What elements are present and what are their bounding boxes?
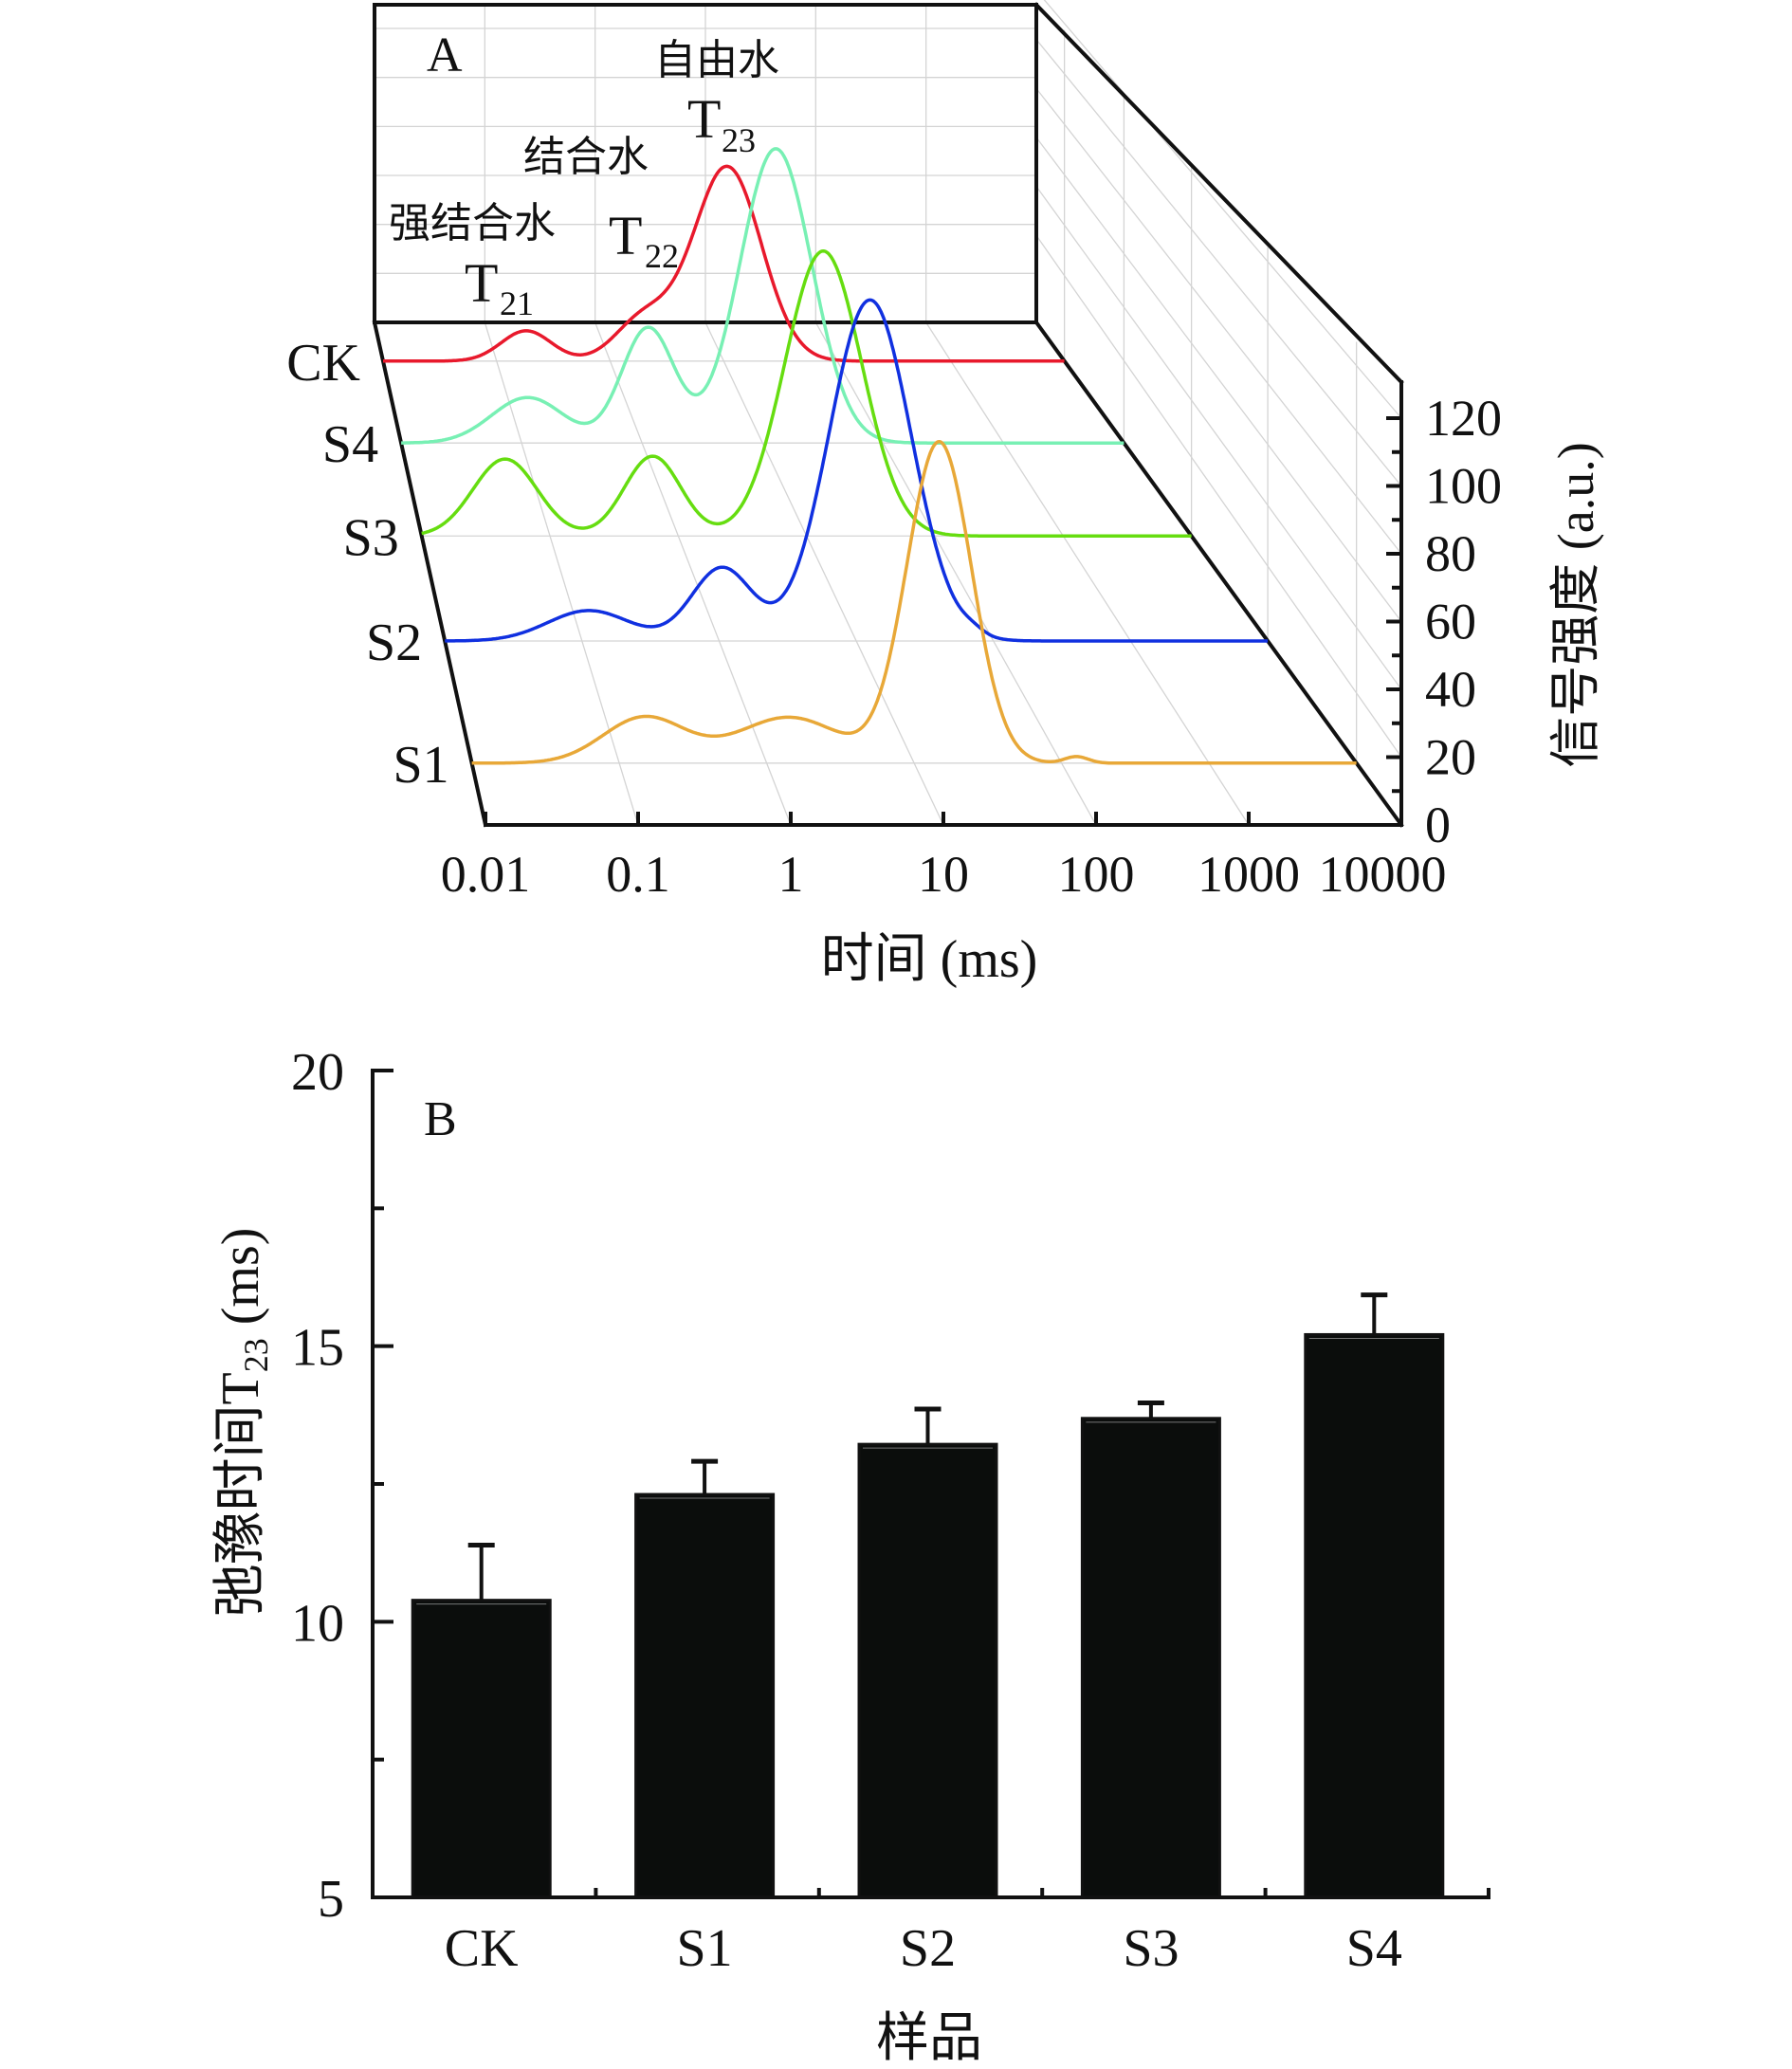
b-ylabel-unit: (ms) — [211, 1228, 270, 1339]
annotation-free-water: 自由水 T 23 — [654, 37, 779, 159]
a-side-grid — [1035, 186, 1402, 690]
annotation-t23-sub: 23 — [722, 121, 756, 159]
a-curves — [382, 147, 1357, 765]
a-zlabel: 信号强度 (a.u.) — [1547, 442, 1604, 767]
annotation-bound-water-text: 结合水 — [523, 134, 649, 180]
a-floor-grid — [594, 321, 792, 826]
b-bar-s4 — [1304, 1332, 1445, 1899]
a-z-tick-label: 100 — [1425, 458, 1502, 515]
b-bar-s2 — [857, 1442, 998, 1899]
a-frame — [372, 2, 1404, 828]
a-depth-axis-left — [372, 320, 488, 828]
a-series-label-ck: CK — [286, 334, 360, 393]
a-side-grid — [1035, 137, 1402, 622]
b-x-tick-label: CK — [445, 1919, 519, 1978]
a-series-s3 — [421, 249, 1193, 539]
a-x-tick-label: 10 — [918, 846, 969, 903]
a-gridlines — [375, 0, 1402, 826]
annotation-bound-water: 结合水 T 22 — [523, 134, 679, 275]
a-series-label-s3: S3 — [343, 508, 399, 567]
b-bar-s3 — [1080, 1417, 1221, 1899]
a-x-tick-label: 1000 — [1198, 846, 1300, 903]
a-z-tick-label: 0 — [1425, 796, 1451, 853]
a-z-tick-label: 120 — [1425, 390, 1502, 447]
panel-b-bar-chart: CK S1 S2 S3 S4 5 10 15 20 B 样品 弛豫时间T23 (ms) — [211, 1043, 1490, 2068]
b-y-tick-label: 20 — [291, 1043, 344, 1102]
b-xlabel: 样品 — [876, 2009, 982, 2068]
b-tick-labels: CK S1 S2 S3 S4 5 10 15 20 — [291, 1043, 1402, 1978]
annotation-free-water-text: 自由水 — [654, 37, 779, 83]
a-side-grid — [1035, 39, 1402, 486]
b-bar-s1 — [634, 1492, 776, 1899]
b-bar-ck — [411, 1599, 552, 1899]
a-x-tick-label: 1 — [778, 846, 804, 903]
b-axes — [371, 1069, 1490, 1899]
a-side-grid — [1035, 234, 1402, 758]
annotation-t23-main: T — [687, 88, 721, 150]
panel-b-label: B — [424, 1092, 457, 1146]
a-floor-grid — [484, 321, 639, 826]
a-series-label-s4: S4 — [322, 415, 378, 474]
a-series-label-s2: S2 — [366, 613, 422, 672]
a-floor-grid — [704, 321, 944, 826]
a-depth-axis-right — [1033, 320, 1404, 828]
b-x-tick-label: S4 — [1346, 1919, 1402, 1978]
a-top-edge — [1033, 2, 1404, 385]
a-side-grid — [1043, 0, 1402, 419]
annotation-t21-sub: 21 — [500, 284, 534, 322]
b-ylabel-sub: 23 — [237, 1338, 275, 1372]
a-x-tick-label: 0.1 — [606, 846, 670, 903]
annotation-t21-main: T — [465, 252, 498, 314]
annotation-strongly-bound-water-text: 强结合水 — [389, 200, 556, 247]
b-x-tick-label: S3 — [1123, 1919, 1179, 1978]
a-series-s1 — [471, 439, 1357, 765]
a-side-grid — [1035, 87, 1402, 555]
a-series-s2 — [444, 298, 1269, 643]
a-floor-grid — [925, 321, 1250, 826]
annotation-t22-main: T — [609, 205, 642, 266]
a-x-tick-label: 100 — [1058, 846, 1135, 903]
a-xlabel: 时间 (ms) — [821, 930, 1038, 989]
b-x-tick-label: S2 — [900, 1919, 956, 1978]
a-x-tick-label: 0.01 — [441, 846, 531, 903]
annotation-t22-sub: 22 — [645, 237, 679, 275]
b-bars — [411, 1292, 1445, 1899]
a-series-s4 — [400, 147, 1125, 445]
a-z-tick-label: 20 — [1425, 729, 1476, 786]
a-floor-grid — [814, 321, 1097, 826]
b-ylabel-main: 弛豫时间T — [211, 1372, 270, 1617]
b-ylabel: 弛豫时间T23 (ms) — [211, 1228, 275, 1618]
panel-a-label: A — [427, 28, 463, 82]
b-y-tick-label: 10 — [291, 1594, 344, 1653]
svg-text:弛豫时间T23 (ms): 弛豫时间T23 (ms) — [211, 1228, 275, 1618]
a-series-ck — [382, 164, 1066, 363]
a-x-tick-label: 10000 — [1319, 846, 1447, 903]
a-series-label-s1: S1 — [393, 736, 448, 795]
b-y-tick-label: 5 — [318, 1870, 344, 1929]
a-z-tick-label: 40 — [1425, 661, 1476, 718]
b-x-tick-label: S1 — [677, 1919, 733, 1978]
b-y-tick-label: 15 — [291, 1319, 344, 1378]
a-z-tick-label: 80 — [1425, 525, 1476, 582]
annotation-strongly-bound-water: 强结合水 T 21 — [389, 200, 556, 322]
a-z-tick-label: 60 — [1425, 594, 1476, 650]
